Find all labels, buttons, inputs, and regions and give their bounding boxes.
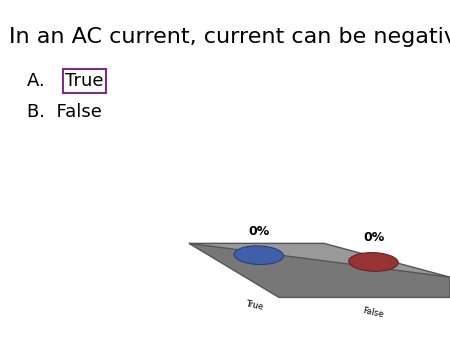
Polygon shape xyxy=(189,243,450,277)
Ellipse shape xyxy=(234,246,284,265)
Text: B.  False: B. False xyxy=(27,102,102,121)
Ellipse shape xyxy=(349,252,398,271)
Text: True: True xyxy=(65,72,104,90)
Text: In an AC current, current can be negative.: In an AC current, current can be negativ… xyxy=(9,27,450,47)
Text: False: False xyxy=(362,306,385,319)
Text: 0%: 0% xyxy=(248,225,270,238)
Text: 0%: 0% xyxy=(363,231,384,244)
Text: True: True xyxy=(244,299,264,312)
Polygon shape xyxy=(189,243,450,297)
Text: A.: A. xyxy=(27,72,56,90)
